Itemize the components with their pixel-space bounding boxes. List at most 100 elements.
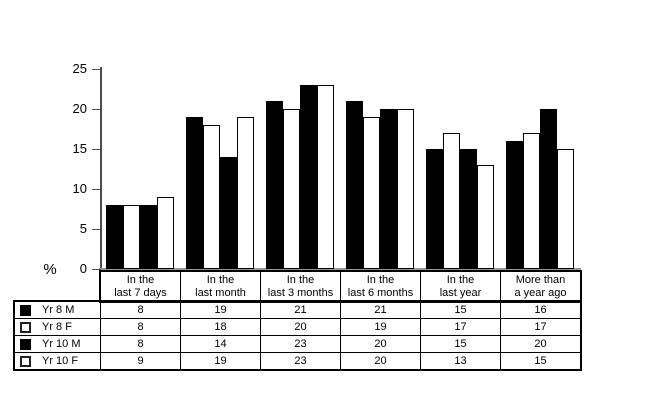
legend-label: Yr 10 F xyxy=(42,355,79,367)
value-cell: 9 xyxy=(100,352,181,371)
value-cell: 8 xyxy=(100,318,181,336)
category-header-cell: More than a year ago xyxy=(500,270,582,303)
category-label-line1: In the xyxy=(446,273,475,286)
legend-cell: Yr 10 F xyxy=(13,352,101,371)
y-axis-tick-label: 20 xyxy=(72,101,87,116)
y-axis-tick xyxy=(92,69,101,70)
legend-label: Yr 8 F xyxy=(42,321,72,333)
legend-entry: Yr 8 M xyxy=(15,304,100,316)
legend-swatch xyxy=(20,321,31,333)
bar-group xyxy=(500,69,580,269)
bar-group xyxy=(340,69,420,269)
legend-entry: Yr 10 F xyxy=(15,355,100,367)
legend-cell: Yr 8 M xyxy=(13,300,101,319)
y-axis-tick xyxy=(92,229,101,230)
bar xyxy=(123,205,140,269)
bar xyxy=(477,165,494,269)
data-table: Yr 8 M 8 19 21 21 15 16 Yr 8 F 8 18 20 19 17 17 Yr 10 … xyxy=(13,300,582,371)
bar xyxy=(557,149,574,269)
category-header-cell: In the last 6 months xyxy=(340,270,421,303)
legend-label: Yr 8 M xyxy=(42,304,75,316)
value-cell: 17 xyxy=(500,318,582,336)
value-cell: 23 xyxy=(260,335,341,353)
bar xyxy=(460,149,477,269)
y-axis-tick xyxy=(92,109,101,110)
legend-cell: Yr 8 F xyxy=(13,318,101,336)
bar xyxy=(443,133,460,269)
bar-group xyxy=(180,69,260,269)
value-cell: 13 xyxy=(420,352,501,371)
category-label-line1: In the xyxy=(126,273,155,286)
category-header-cell: In the last 3 months xyxy=(260,270,341,303)
y-axis-unit-label: % xyxy=(43,261,57,278)
value-cell: 21 xyxy=(340,300,421,319)
value-cell: 16 xyxy=(500,300,582,319)
bar xyxy=(266,101,283,269)
y-axis-tick-label: 0 xyxy=(79,261,87,276)
legend-cell: Yr 10 M xyxy=(13,335,101,353)
category-label-line2: last 7 days xyxy=(114,286,167,299)
value-cell: 15 xyxy=(500,352,582,371)
bar xyxy=(220,157,237,269)
table-row: Yr 10 F 9 19 23 20 13 15 xyxy=(13,352,582,371)
value-cell: 20 xyxy=(340,335,421,353)
category-label-line1: More than xyxy=(515,273,566,286)
bar xyxy=(157,197,174,269)
legend-entry: Yr 10 M xyxy=(15,338,100,350)
bar xyxy=(380,109,397,269)
legend-swatch xyxy=(20,355,31,367)
category-header-cell: In the last 7 days xyxy=(99,270,181,303)
value-cell: 18 xyxy=(180,318,261,336)
bar-group xyxy=(100,69,180,269)
y-axis-line xyxy=(100,67,102,270)
bar xyxy=(106,205,123,269)
value-cell: 19 xyxy=(340,318,421,336)
bar xyxy=(283,109,300,269)
legend-label: Yr 10 M xyxy=(42,338,81,350)
bar xyxy=(237,117,254,269)
y-axis-tick xyxy=(92,189,101,190)
table-row: Yr 8 M 8 19 21 21 15 16 xyxy=(13,300,582,319)
category-label-line1: In the xyxy=(286,273,315,286)
value-cell: 15 xyxy=(420,300,501,319)
value-cell: 19 xyxy=(180,352,261,371)
bar xyxy=(363,117,380,269)
value-cell: 8 xyxy=(100,335,181,353)
category-header-row: In the last 7 days In the last month In the l… xyxy=(99,270,582,303)
bar xyxy=(506,141,523,269)
category-label-line1: In the xyxy=(366,273,395,286)
y-axis-tick-label: 5 xyxy=(79,221,87,236)
bar xyxy=(186,117,203,269)
category-label-line2: last year xyxy=(439,286,482,299)
bar xyxy=(346,101,363,269)
table-row: Yr 10 M 8 14 23 20 15 20 xyxy=(13,335,582,353)
value-cell: 20 xyxy=(500,335,582,353)
category-label-line1: In the xyxy=(206,273,235,286)
y-axis-tick xyxy=(92,149,101,150)
bar xyxy=(317,85,334,269)
bar xyxy=(300,85,317,269)
value-cell: 15 xyxy=(420,335,501,353)
y-axis-tick-label: 10 xyxy=(72,181,87,196)
category-header-cell: In the last year xyxy=(420,270,501,303)
bar xyxy=(140,205,157,269)
y-axis-tick-label: 15 xyxy=(72,141,87,156)
bar xyxy=(426,149,443,269)
value-cell: 20 xyxy=(260,318,341,336)
bar xyxy=(540,109,557,269)
value-cell: 21 xyxy=(260,300,341,319)
legend-entry: Yr 8 F xyxy=(15,321,100,333)
category-label-line2: a year ago xyxy=(514,286,567,299)
category-label-line2: last 6 months xyxy=(347,286,414,299)
bar xyxy=(203,125,220,269)
category-header-cell: In the last month xyxy=(180,270,261,303)
value-cell: 20 xyxy=(340,352,421,371)
category-label-line2: last month xyxy=(195,286,246,299)
value-cell: 8 xyxy=(100,300,181,319)
legend-swatch xyxy=(20,338,31,350)
value-cell: 23 xyxy=(260,352,341,371)
bar-group xyxy=(420,69,500,269)
table-row: Yr 8 F 8 18 20 19 17 17 xyxy=(13,318,582,336)
bar xyxy=(523,133,540,269)
